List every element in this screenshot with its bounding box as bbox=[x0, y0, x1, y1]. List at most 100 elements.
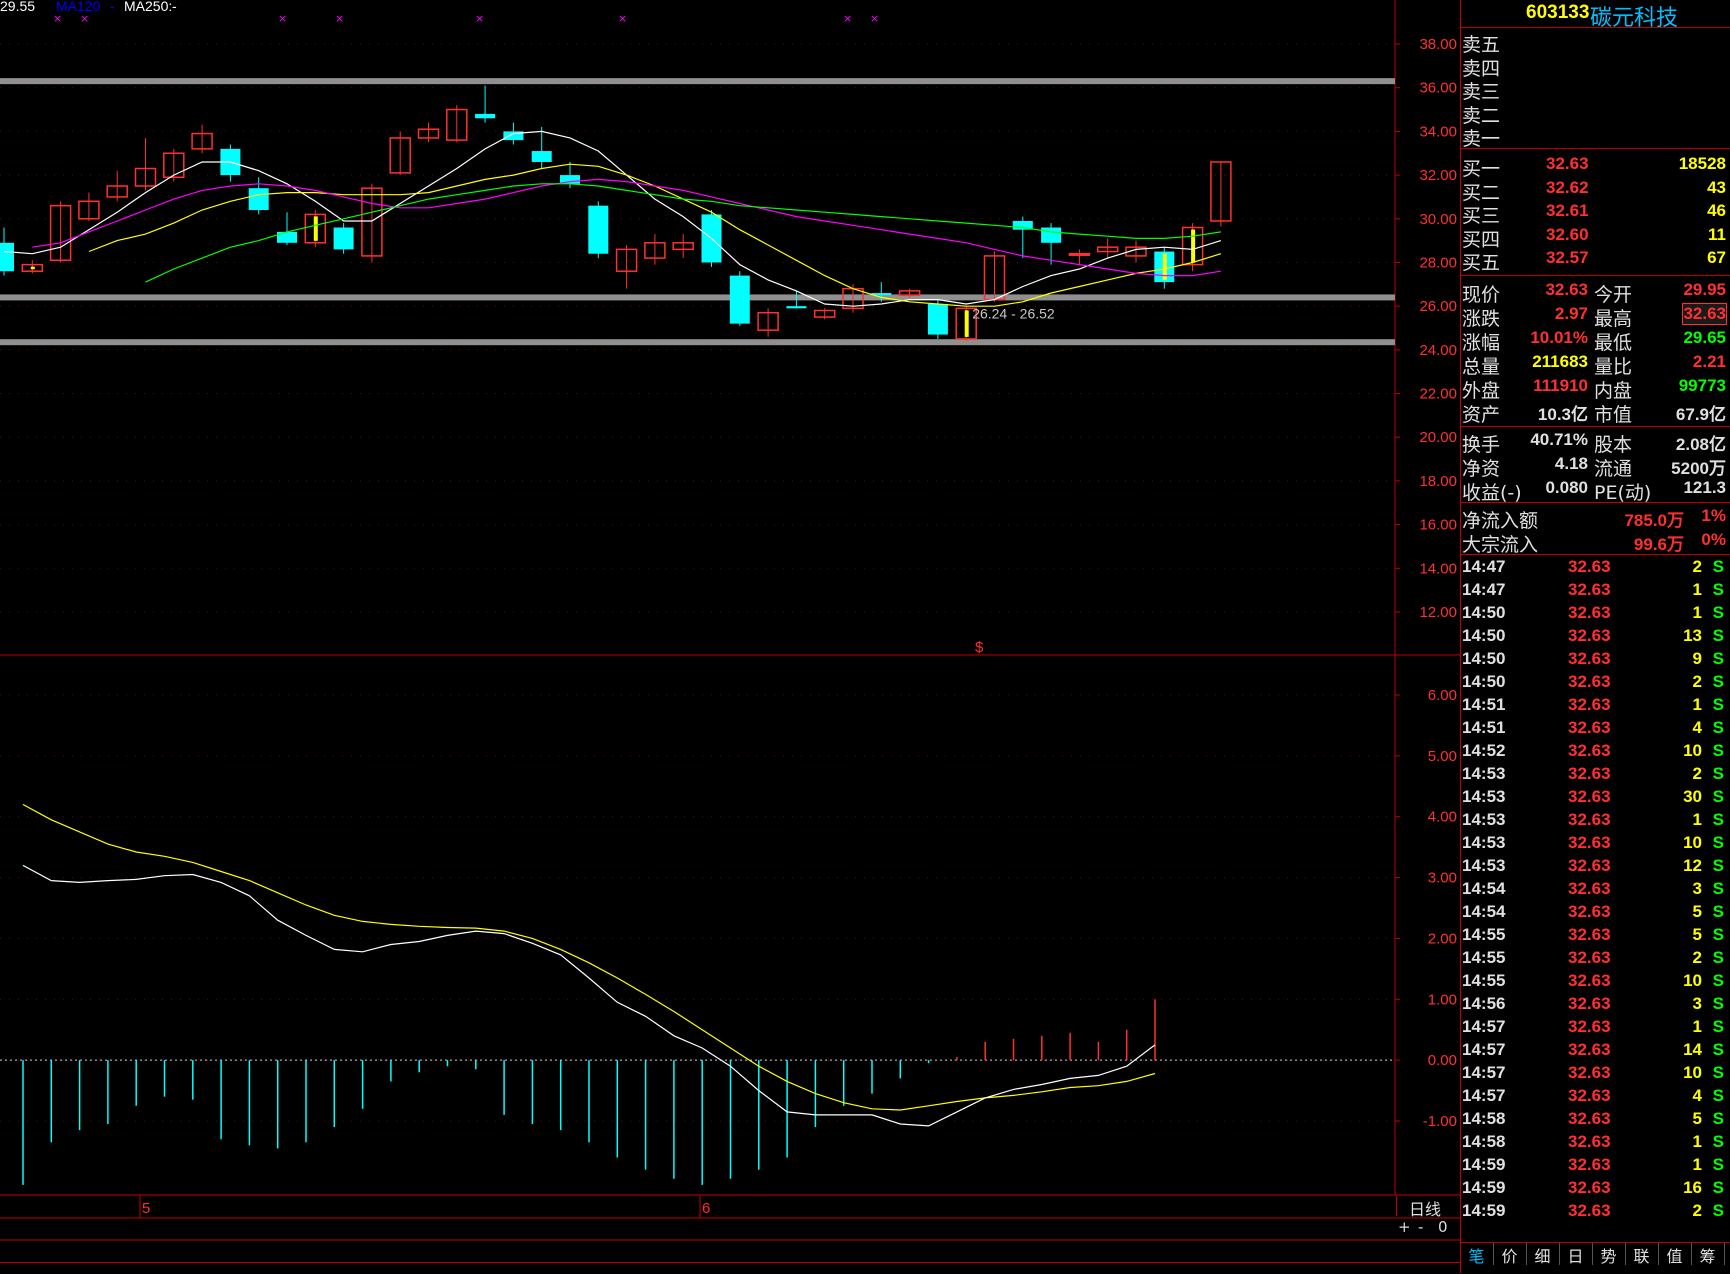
limit-up-marker bbox=[313, 216, 318, 241]
finance-row: 净资 4.18 流通 5200万 bbox=[1462, 454, 1728, 480]
month-label: 5 bbox=[142, 1200, 150, 1217]
tick-side: S bbox=[1712, 879, 1724, 898]
tick-row[interactable]: 14:52 32.63 10 S bbox=[1462, 741, 1728, 764]
tick-volume: 10 bbox=[1683, 741, 1702, 760]
tick-volume: 14 bbox=[1683, 1040, 1702, 1059]
tick-side: S bbox=[1712, 1155, 1724, 1174]
ma-line bbox=[3, 130, 1222, 307]
tick-row[interactable]: 14:51 32.63 4 S bbox=[1462, 718, 1728, 741]
candle-body bbox=[871, 293, 892, 296]
tick-row[interactable]: 14:53 32.63 30 S bbox=[1462, 787, 1728, 810]
zoom-out-button[interactable]: - bbox=[1418, 1218, 1424, 1236]
tick-side: S bbox=[1712, 948, 1724, 967]
tick-row[interactable]: 14:53 32.63 2 S bbox=[1462, 764, 1728, 787]
tick-time: 14:59 bbox=[1462, 1178, 1506, 1197]
tick-time: 14:47 bbox=[1462, 580, 1506, 599]
tick-row[interactable]: 14:50 32.63 2 S bbox=[1462, 672, 1728, 695]
tick-volume: 1 bbox=[1692, 603, 1702, 622]
bid-price: 32.57 bbox=[1546, 248, 1589, 267]
tick-row[interactable]: 14:56 32.63 3 S bbox=[1462, 994, 1728, 1017]
tick-volume: 13 bbox=[1683, 626, 1702, 645]
tick-volume: 5 bbox=[1692, 1109, 1702, 1128]
ask-row[interactable]: 卖四 bbox=[1462, 54, 1728, 80]
tab-6[interactable]: 值 bbox=[1658, 1243, 1692, 1266]
tick-row[interactable]: 14:59 32.63 1 S bbox=[1462, 1155, 1728, 1178]
tick-row[interactable]: 14:58 32.63 5 S bbox=[1462, 1109, 1728, 1132]
candle-body bbox=[417, 128, 440, 139]
tick-price: 32.63 bbox=[1568, 1155, 1611, 1174]
tick-row[interactable]: 14:50 32.63 9 S bbox=[1462, 649, 1728, 672]
finance-value: 2.08亿 bbox=[1675, 435, 1726, 454]
tick-volume: 16 bbox=[1683, 1178, 1702, 1197]
tick-row[interactable]: 14:58 32.63 1 S bbox=[1462, 1132, 1728, 1155]
tick-row[interactable]: 14:55 32.63 5 S bbox=[1462, 925, 1728, 948]
limit-up-marker bbox=[1162, 253, 1167, 281]
bid-label: 买三 bbox=[1462, 205, 1501, 227]
bid-label: 买四 bbox=[1462, 228, 1501, 251]
ask-row[interactable]: 卖二 bbox=[1462, 101, 1728, 127]
tick-row[interactable]: 14:53 32.63 10 S bbox=[1462, 833, 1728, 856]
price-tick-label: 18.00 bbox=[1419, 473, 1457, 490]
bid-row[interactable]: 买一 32.63 18528 bbox=[1462, 154, 1728, 180]
zoom-reset-button[interactable]: 0 bbox=[1438, 1218, 1448, 1236]
bid-volume: 43 bbox=[1707, 177, 1726, 197]
tick-row[interactable]: 14:59 32.63 2 S bbox=[1462, 1201, 1728, 1224]
top-event-marker: × bbox=[278, 12, 287, 25]
tick-row[interactable]: 14:50 32.63 13 S bbox=[1462, 626, 1728, 649]
tick-row[interactable]: 14:57 32.63 4 S bbox=[1462, 1086, 1728, 1109]
bid-row[interactable]: 买五 32.57 67 bbox=[1462, 248, 1728, 274]
ask-row[interactable]: 卖五 bbox=[1462, 30, 1728, 56]
tick-price: 32.63 bbox=[1568, 902, 1611, 921]
tick-row[interactable]: 14:51 32.63 1 S bbox=[1462, 695, 1728, 718]
tick-price: 32.63 bbox=[1568, 856, 1611, 875]
tick-row[interactable]: 14:55 32.63 10 S bbox=[1462, 971, 1728, 994]
bid-price: 32.62 bbox=[1546, 177, 1589, 197]
candle-body bbox=[475, 113, 496, 119]
tab-5[interactable]: 联 bbox=[1625, 1243, 1659, 1266]
tick-row[interactable]: 14:47 32.63 2 S bbox=[1462, 557, 1728, 580]
tick-row[interactable]: 14:59 32.63 16 S bbox=[1462, 1178, 1728, 1201]
quote-row: 涨幅 10.01% 最低 29.65 bbox=[1462, 328, 1728, 354]
quote-value: 211683 bbox=[1532, 352, 1588, 371]
tick-side: S bbox=[1712, 1201, 1724, 1220]
tick-side: S bbox=[1712, 1109, 1724, 1128]
tick-row[interactable]: 14:53 32.63 1 S bbox=[1462, 810, 1728, 833]
tick-time: 14:53 bbox=[1462, 833, 1506, 852]
tick-row[interactable]: 14:57 32.63 14 S bbox=[1462, 1040, 1728, 1063]
quote-value: 99773 bbox=[1678, 376, 1726, 395]
finance-label: 收益(-) bbox=[1462, 482, 1522, 504]
bid-row[interactable]: 买三 32.61 46 bbox=[1462, 201, 1728, 227]
tick-time: 14:54 bbox=[1462, 902, 1506, 921]
tick-row[interactable]: 14:57 32.63 10 S bbox=[1462, 1063, 1728, 1086]
tab-0[interactable]: 笔 bbox=[1460, 1243, 1494, 1266]
tick-price: 32.63 bbox=[1568, 787, 1611, 806]
tick-row[interactable]: 14:55 32.63 2 S bbox=[1462, 948, 1728, 971]
tick-row[interactable]: 14:54 32.63 3 S bbox=[1462, 879, 1728, 902]
price-tick-label: 26.00 bbox=[1419, 298, 1457, 315]
tick-row[interactable]: 14:57 32.63 1 S bbox=[1462, 1017, 1728, 1040]
candle-body bbox=[757, 311, 779, 331]
tick-volume: 1 bbox=[1692, 810, 1702, 829]
tab-7[interactable]: 筹 bbox=[1691, 1243, 1725, 1266]
ask-row[interactable]: 卖三 bbox=[1462, 77, 1728, 103]
tick-row[interactable]: 14:47 32.63 1 S bbox=[1462, 580, 1728, 603]
bid-price: 32.60 bbox=[1546, 224, 1589, 244]
candle-body bbox=[1125, 246, 1147, 257]
tab-3[interactable]: 日 bbox=[1559, 1243, 1593, 1266]
bid-row[interactable]: 买二 32.62 43 bbox=[1462, 177, 1728, 204]
zoom-in-button[interactable]: + bbox=[1398, 1218, 1411, 1236]
tick-row[interactable]: 14:54 32.63 5 S bbox=[1462, 902, 1728, 925]
tab-1[interactable]: 价 bbox=[1493, 1243, 1527, 1266]
tab-4[interactable]: 势 bbox=[1592, 1243, 1626, 1266]
tick-price: 32.63 bbox=[1568, 925, 1611, 944]
kline-chart-area[interactable]: 38.00 36.00 34.00 32.00 30.00 28.00 26.00 24.00… bbox=[0, 0, 1460, 1273]
bid-row[interactable]: 买四 32.60 11 bbox=[1462, 224, 1728, 251]
tick-row[interactable]: 14:53 32.63 12 S bbox=[1462, 856, 1728, 879]
ask-row[interactable]: 卖一 bbox=[1462, 124, 1728, 150]
tick-volume: 2 bbox=[1692, 557, 1702, 576]
tab-2[interactable]: 细 bbox=[1526, 1243, 1560, 1266]
tick-price: 32.63 bbox=[1568, 1178, 1611, 1197]
finance-label: PE(动) bbox=[1594, 482, 1652, 504]
period-label[interactable]: 日线 bbox=[1409, 1200, 1442, 1219]
tick-row[interactable]: 14:50 32.63 1 S bbox=[1462, 603, 1728, 626]
